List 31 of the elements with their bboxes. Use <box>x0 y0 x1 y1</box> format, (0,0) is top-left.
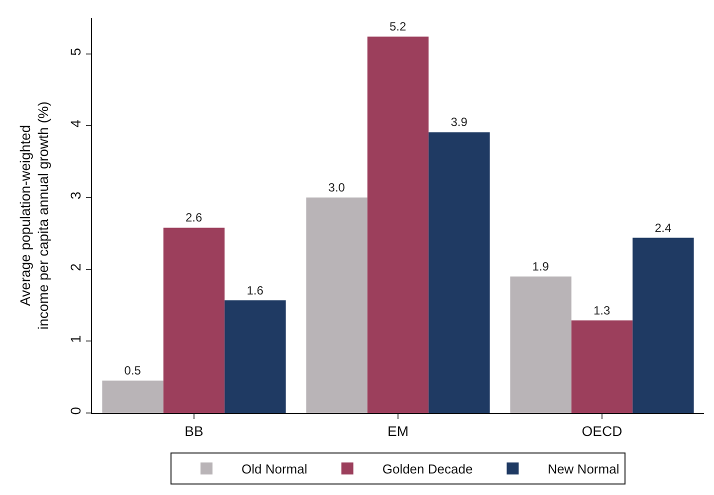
legend-label: Golden Decade <box>382 462 473 477</box>
data-label: 1.9 <box>532 260 550 274</box>
y-tick-label: 2 <box>67 263 84 272</box>
bar <box>510 276 572 413</box>
data-label: 3.0 <box>328 180 346 195</box>
y-tick-label: 3 <box>67 191 84 200</box>
legend-label: New Normal <box>548 462 620 477</box>
y-axis-title: Average population-weighted income per capita annual growth (%) <box>16 101 51 330</box>
bar <box>367 36 429 413</box>
bar <box>163 228 225 413</box>
y-tick-label: 0 <box>67 406 84 415</box>
bar <box>632 238 694 413</box>
legend-label: Old Normal <box>242 462 308 477</box>
data-label: 1.3 <box>593 303 611 318</box>
data-label: 5.2 <box>389 20 407 34</box>
data-label: 1.6 <box>246 283 264 298</box>
bar <box>428 132 490 413</box>
bar <box>306 198 368 413</box>
bar <box>571 320 633 413</box>
y-tick-label: 1 <box>67 334 84 343</box>
bar <box>224 300 286 413</box>
x-tick-label: BB <box>184 422 204 439</box>
data-label: 3.9 <box>450 115 468 130</box>
x-tick-label: EM <box>388 422 408 439</box>
data-label: 2.6 <box>185 210 203 225</box>
data-label: 0.5 <box>124 364 142 378</box>
bar <box>102 380 164 413</box>
x-tick-label: OECD <box>582 422 622 439</box>
data-label: 2.4 <box>654 220 672 235</box>
y-tick-label: 5 <box>67 48 84 56</box>
y-tick-label: 4 <box>67 120 84 128</box>
